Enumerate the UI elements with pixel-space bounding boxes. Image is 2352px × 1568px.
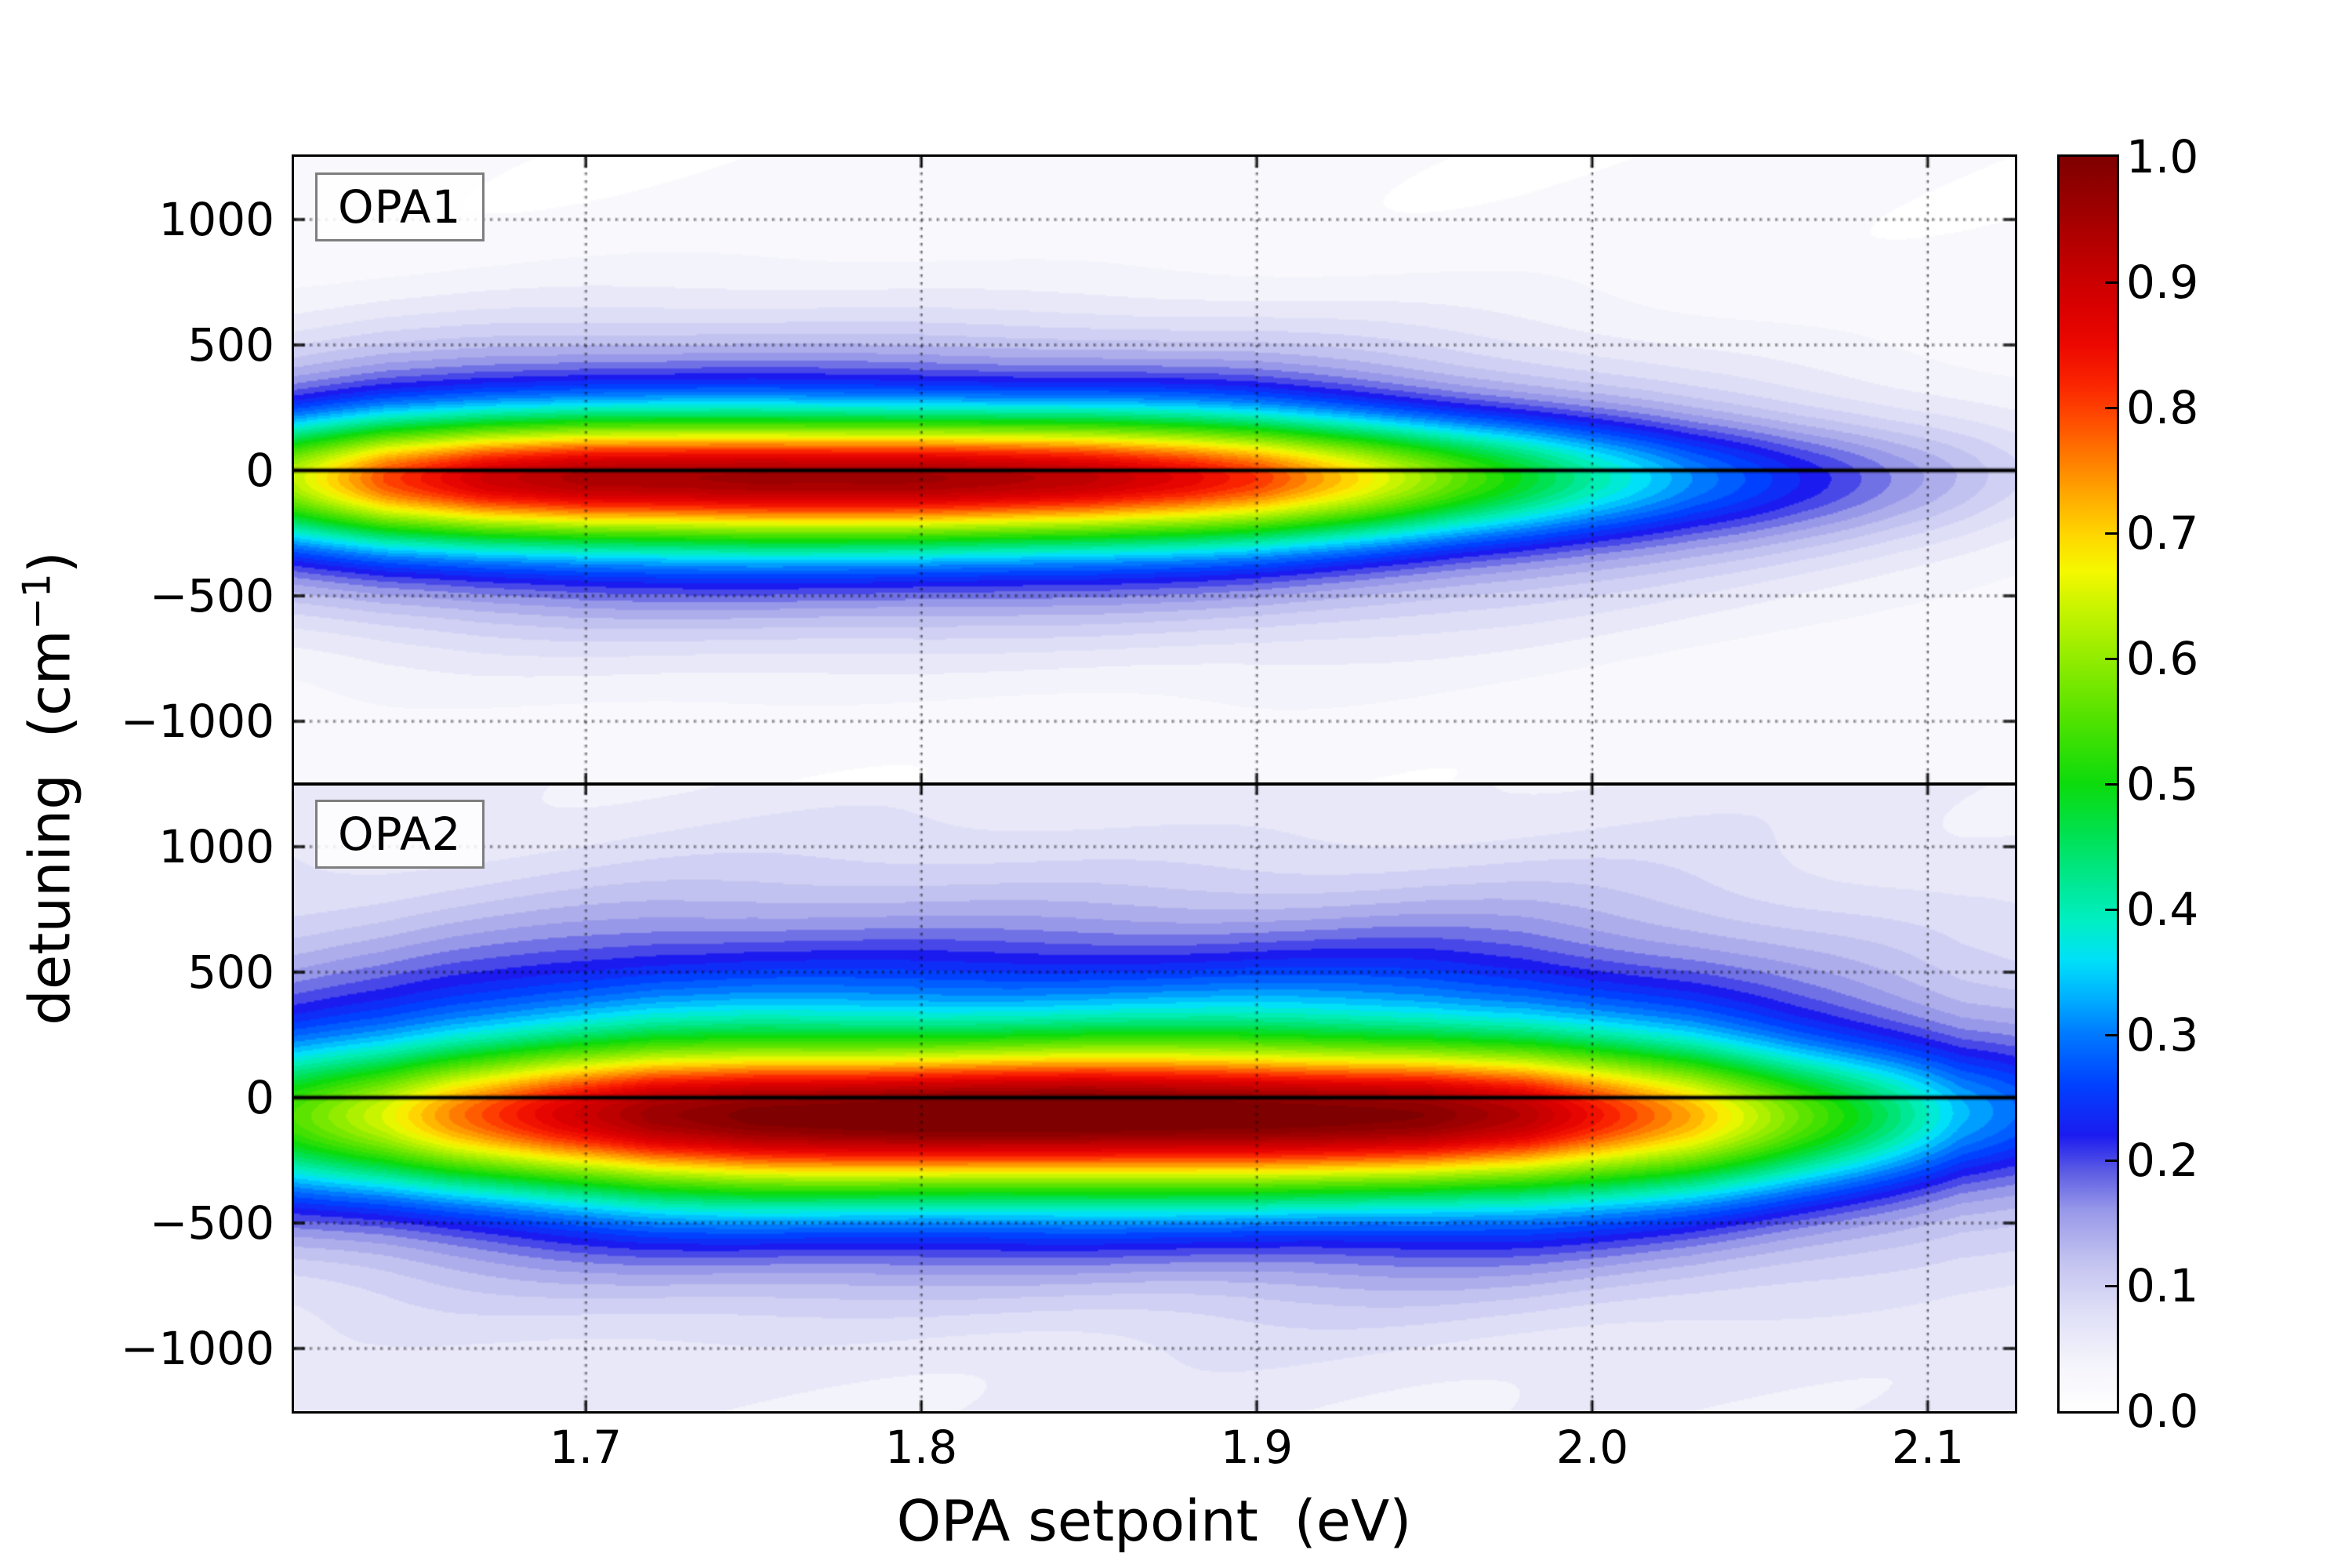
x-tick-label: 2.1 [1891, 1421, 1965, 1474]
colorbar [2057, 154, 2119, 1414]
colorbar-tick-label: 0.7 [2126, 506, 2199, 560]
colorbar-tick-mark [2105, 908, 2117, 911]
colorbar-tick-label: 0.0 [2126, 1385, 2199, 1438]
y-tick-label: 0 [245, 444, 274, 497]
x-tick-label: 1.9 [1220, 1421, 1294, 1474]
colorbar-gradient [2060, 157, 2117, 1411]
heatmap-opa2 [294, 784, 2015, 1411]
colorbar-tick-mark [2105, 1284, 2117, 1287]
y-tick-label: −500 [149, 1196, 274, 1250]
colorbar-tick-mark [2105, 532, 2117, 535]
y-tick-label: 500 [187, 946, 274, 999]
colorbar-tick-mark [2105, 782, 2117, 786]
colorbar-tick-mark [2105, 281, 2117, 284]
colorbar-tick-mark [2105, 406, 2117, 409]
colorbar-tick-label: 0.5 [2126, 757, 2199, 811]
y-tick-label: −1000 [120, 695, 274, 748]
heatmap-opa1 [294, 157, 2015, 784]
panel-divider [294, 782, 2015, 786]
colorbar-tick-label: 0.3 [2126, 1008, 2199, 1062]
y-tick-label: 500 [187, 318, 274, 372]
y-tick-label: 1000 [158, 193, 274, 246]
y-axis-label: detuning (cm−1) [14, 551, 83, 1025]
x-tick-label: 1.7 [549, 1421, 622, 1474]
colorbar-tick-mark [2105, 1033, 2117, 1036]
x-tick-label: 2.0 [1555, 1421, 1629, 1474]
colorbar-tick-label: 0.9 [2126, 256, 2199, 309]
colorbar-tick-label: 0.6 [2126, 632, 2199, 685]
x-tick-label: 1.8 [884, 1421, 958, 1474]
colorbar-tick-label: 0.1 [2126, 1259, 2199, 1312]
colorbar-tick-label: 0.8 [2126, 381, 2199, 434]
colorbar-tick-label: 0.2 [2126, 1134, 2199, 1187]
y-tick-label: −1000 [120, 1322, 274, 1375]
panel-label-opa2: OPA2 [315, 800, 485, 869]
y-axis-label-superscript: −1 [14, 573, 60, 630]
plot-area: OPA1 OPA2 [292, 154, 2017, 1414]
colorbar-tick-mark [2105, 1159, 2117, 1162]
colorbar-tick-label: 0.4 [2126, 883, 2199, 936]
y-tick-label: 0 [245, 1071, 274, 1124]
x-axis-label: OPA setpoint (eV) [896, 1488, 1412, 1554]
y-tick-label: 1000 [158, 820, 274, 873]
y-tick-label: −500 [149, 569, 274, 622]
colorbar-tick-label: 1.0 [2126, 130, 2199, 183]
colorbar-tick-mark [2105, 657, 2117, 660]
panel-label-opa1: OPA1 [315, 172, 485, 241]
